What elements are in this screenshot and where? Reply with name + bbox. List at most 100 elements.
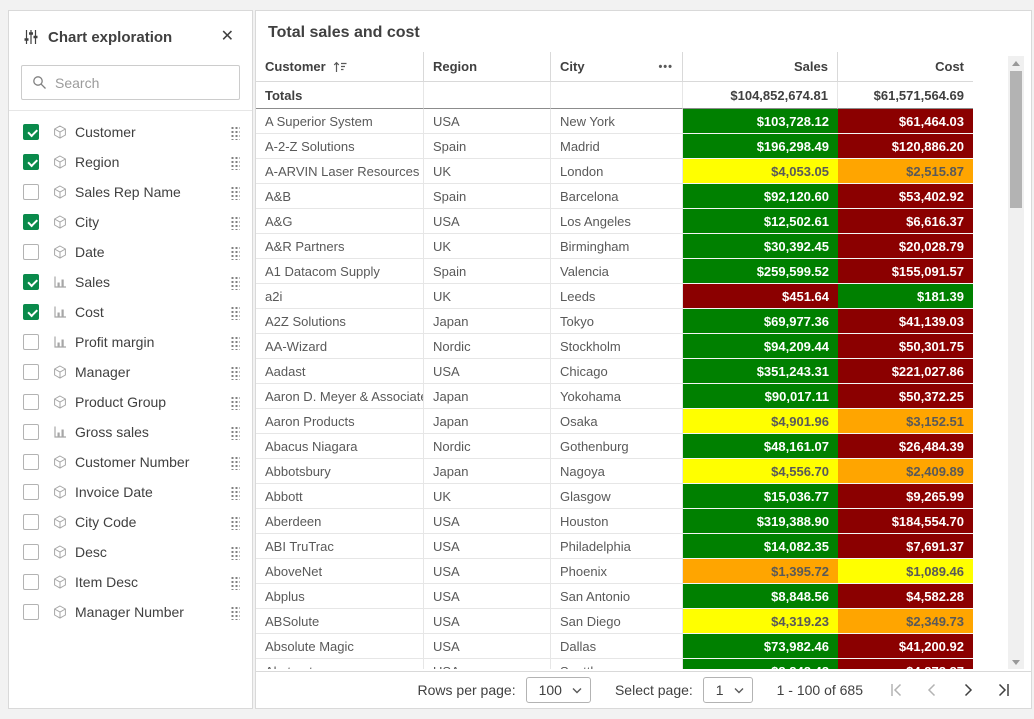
cell-customer[interactable]: A Superior System (256, 109, 424, 134)
cell-customer[interactable]: Aadast (256, 359, 424, 384)
cell-customer[interactable]: AA-Wizard (256, 334, 424, 359)
drag-handle-icon[interactable] (230, 364, 240, 380)
cell-region[interactable]: USA (424, 109, 551, 134)
cell-customer[interactable]: Aaron D. Meyer & Associates (256, 384, 424, 409)
cell-city[interactable]: Leeds (551, 284, 683, 309)
cell-customer[interactable]: a2i (256, 284, 424, 309)
field-list-item[interactable]: Date (9, 237, 252, 267)
cell-region[interactable]: USA (424, 509, 551, 534)
cell-region[interactable]: Spain (424, 259, 551, 284)
cell-customer[interactable]: Abstract (256, 659, 424, 669)
field-list-item[interactable]: Profit margin (9, 327, 252, 357)
field-list-item[interactable]: Cost (9, 297, 252, 327)
cell-customer[interactable]: Aaron Products (256, 409, 424, 434)
field-checkbox[interactable] (23, 514, 39, 530)
cell-region[interactable]: USA (424, 209, 551, 234)
cell-city[interactable]: Nagoya (551, 459, 683, 484)
cell-region[interactable]: USA (424, 659, 551, 669)
drag-handle-icon[interactable] (230, 604, 240, 620)
cell-city[interactable]: Gothenburg (551, 434, 683, 459)
field-checkbox[interactable] (23, 484, 39, 500)
cell-city[interactable]: Chicago (551, 359, 683, 384)
field-checkbox[interactable] (23, 394, 39, 410)
cell-customer[interactable]: Abbott (256, 484, 424, 509)
field-list-item[interactable]: Desc (9, 537, 252, 567)
cell-region[interactable]: Spain (424, 184, 551, 209)
drag-handle-icon[interactable] (230, 574, 240, 590)
cell-region[interactable]: USA (424, 359, 551, 384)
field-list-item[interactable]: Item Desc (9, 567, 252, 597)
cell-region[interactable]: UK (424, 234, 551, 259)
cell-city[interactable]: Dallas (551, 634, 683, 659)
scrollbar-thumb[interactable] (1010, 71, 1022, 208)
field-checkbox[interactable] (23, 154, 39, 170)
cell-customer[interactable]: A1 Datacom Supply (256, 259, 424, 284)
cell-city[interactable]: Yokohama (551, 384, 683, 409)
drag-handle-icon[interactable] (230, 544, 240, 560)
cell-region[interactable]: Japan (424, 409, 551, 434)
cell-customer[interactable]: Abplus (256, 584, 424, 609)
cell-city[interactable]: San Diego (551, 609, 683, 634)
column-header-region[interactable]: Region (424, 52, 551, 82)
next-page-button[interactable] (955, 677, 981, 703)
field-list-item[interactable]: Region (9, 147, 252, 177)
field-list-item[interactable]: Product Group (9, 387, 252, 417)
field-checkbox[interactable] (23, 184, 39, 200)
rows-per-page-select[interactable]: 100 (525, 677, 591, 703)
drag-handle-icon[interactable] (230, 304, 240, 320)
search-input[interactable] (55, 74, 236, 91)
drag-handle-icon[interactable] (230, 484, 240, 500)
cell-city[interactable]: Madrid (551, 134, 683, 159)
scroll-up-icon[interactable] (1008, 56, 1024, 70)
cell-customer[interactable]: A-ARVIN Laser Resources (256, 159, 424, 184)
field-list-item[interactable]: City (9, 207, 252, 237)
cell-customer[interactable]: A2Z Solutions (256, 309, 424, 334)
drag-handle-icon[interactable] (230, 154, 240, 170)
cell-city[interactable]: Valencia (551, 259, 683, 284)
cell-region[interactable]: USA (424, 559, 551, 584)
cell-city[interactable]: Glasgow (551, 484, 683, 509)
field-list-item[interactable]: Invoice Date (9, 477, 252, 507)
cell-region[interactable]: Spain (424, 134, 551, 159)
cell-region[interactable]: Japan (424, 384, 551, 409)
cell-city[interactable]: Los Angeles (551, 209, 683, 234)
field-checkbox[interactable] (23, 124, 39, 140)
close-icon[interactable]: ✕ (220, 28, 234, 45)
cell-region[interactable]: UK (424, 159, 551, 184)
cell-customer[interactable]: ABSolute (256, 609, 424, 634)
cell-city[interactable]: Stockholm (551, 334, 683, 359)
drag-handle-icon[interactable] (230, 514, 240, 530)
column-menu-icon[interactable]: ••• (658, 60, 673, 73)
field-list-item[interactable]: City Code (9, 507, 252, 537)
cell-customer[interactable]: Absolute Magic (256, 634, 424, 659)
field-list-item[interactable]: Manager Number (9, 597, 252, 627)
drag-handle-icon[interactable] (230, 424, 240, 440)
cell-region[interactable]: USA (424, 609, 551, 634)
drag-handle-icon[interactable] (230, 244, 240, 260)
drag-handle-icon[interactable] (230, 214, 240, 230)
field-checkbox[interactable] (23, 454, 39, 470)
cell-region[interactable]: Japan (424, 459, 551, 484)
column-header-cost[interactable]: Cost (838, 52, 973, 82)
search-box[interactable] (21, 65, 240, 100)
cell-customer[interactable]: ABI TruTrac (256, 534, 424, 559)
field-list-item[interactable]: Customer (9, 117, 252, 147)
prev-page-button[interactable] (919, 677, 945, 703)
field-list-item[interactable]: Sales (9, 267, 252, 297)
field-checkbox[interactable] (23, 604, 39, 620)
scroll-down-icon[interactable] (1008, 655, 1024, 669)
drag-handle-icon[interactable] (230, 184, 240, 200)
drag-handle-icon[interactable] (230, 334, 240, 350)
cell-city[interactable]: Tokyo (551, 309, 683, 334)
column-header-city[interactable]: City ••• (551, 52, 683, 82)
field-checkbox[interactable] (23, 544, 39, 560)
field-checkbox[interactable] (23, 274, 39, 290)
cell-region[interactable]: USA (424, 634, 551, 659)
vertical-scrollbar[interactable] (1008, 56, 1024, 669)
cell-city[interactable]: Philadelphia (551, 534, 683, 559)
cell-customer[interactable]: A&B (256, 184, 424, 209)
field-list-item[interactable]: Customer Number (9, 447, 252, 477)
cell-city[interactable]: Seattle (551, 659, 683, 669)
cell-region[interactable]: Japan (424, 309, 551, 334)
field-checkbox[interactable] (23, 214, 39, 230)
